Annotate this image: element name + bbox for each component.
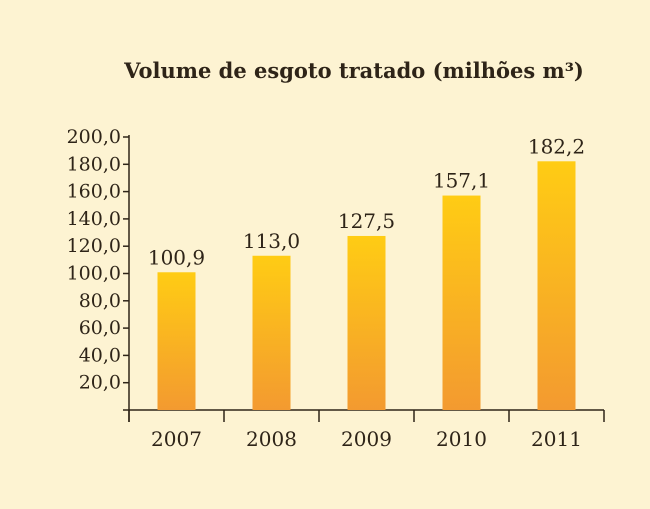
- bar-2010: [442, 195, 481, 410]
- data-label: 113,0: [243, 229, 300, 253]
- bar-2011: [537, 161, 576, 410]
- y-tick-label: 180,0: [67, 153, 121, 175]
- y-tick-label: 200,0: [67, 126, 121, 148]
- x-tick-label: 2010: [436, 427, 487, 451]
- y-tick-label: 40,0: [79, 344, 121, 366]
- bar-2009: [347, 235, 386, 410]
- data-label: 100,9: [148, 245, 205, 269]
- bar-2007: [157, 272, 196, 410]
- x-tick-label: 2008: [246, 427, 297, 451]
- x-tick-label: 2009: [341, 427, 392, 451]
- y-tick-label: 80,0: [79, 290, 121, 312]
- data-label: 182,2: [528, 134, 585, 158]
- y-tick-label: 60,0: [79, 317, 121, 339]
- x-tick-label: 2011: [531, 427, 582, 451]
- bar-2008: [252, 255, 291, 410]
- x-tick-label: 2007: [151, 427, 202, 451]
- y-tick-label: 120,0: [67, 235, 121, 257]
- y-tick-label: 100,0: [67, 263, 121, 285]
- y-tick-label: 160,0: [67, 181, 121, 203]
- data-label: 127,5: [338, 209, 395, 233]
- data-label: 157,1: [433, 169, 490, 193]
- y-tick-label: 140,0: [67, 208, 121, 230]
- y-tick-label: 20,0: [79, 372, 121, 394]
- chart-title: Volume de esgoto tratado (milhões m³): [124, 58, 584, 83]
